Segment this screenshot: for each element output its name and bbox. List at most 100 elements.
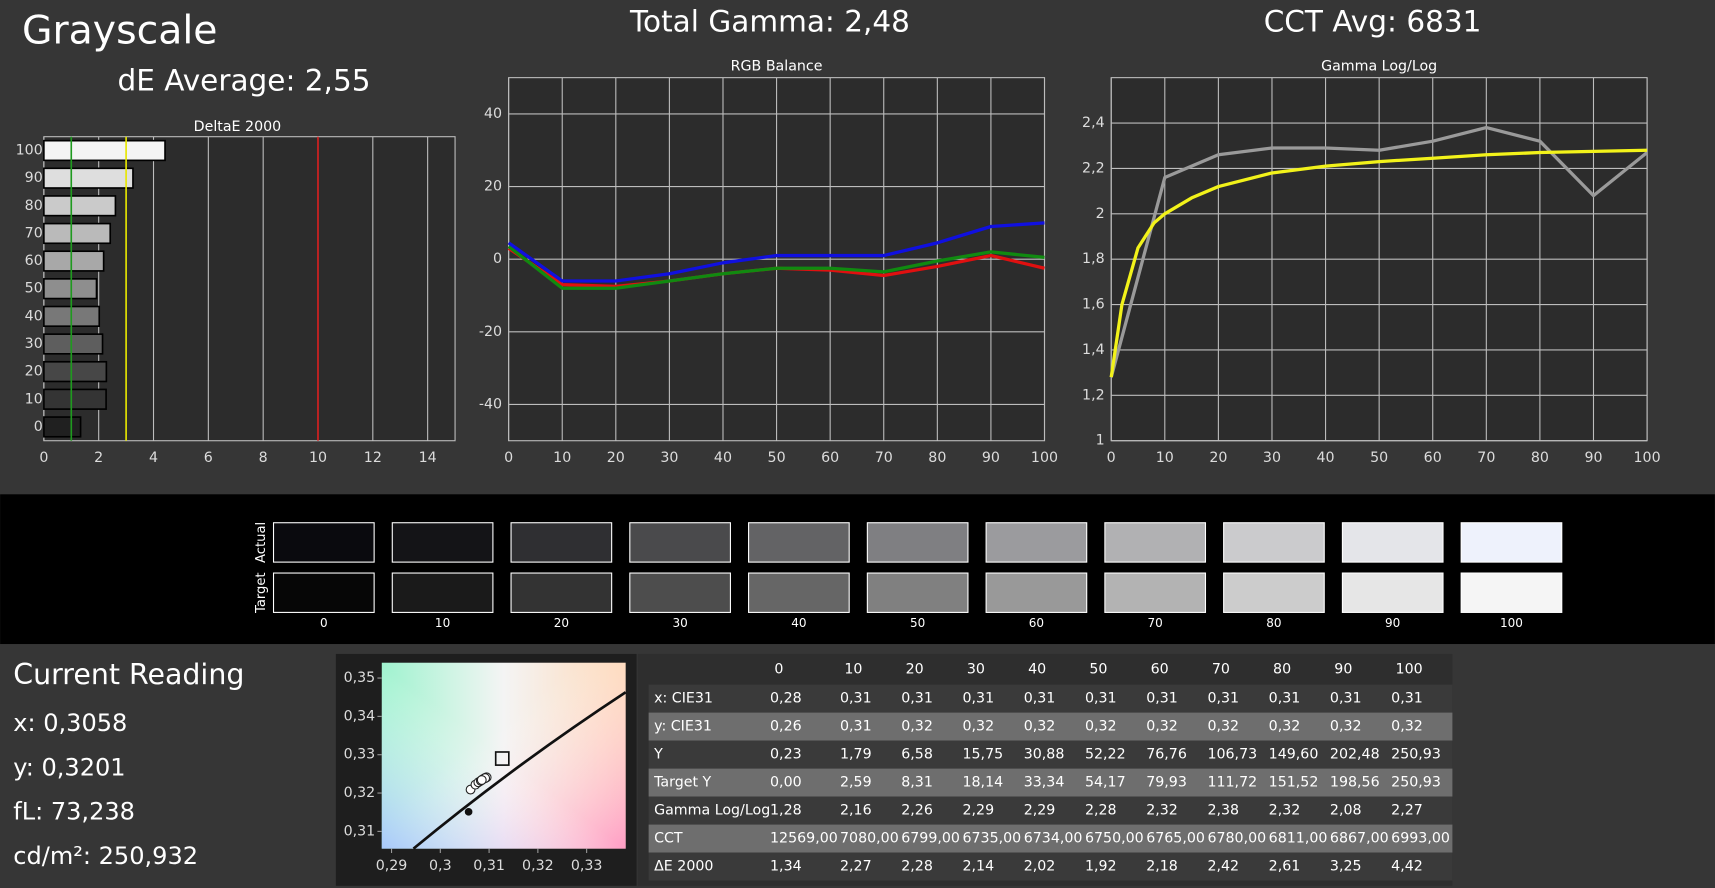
table-cell: 2,32 xyxy=(1146,803,1178,819)
table-cell: 2,42 xyxy=(1207,859,1239,875)
swatch-row-label: Actual xyxy=(254,522,269,563)
table-header: 60 xyxy=(1151,661,1169,677)
x-tick-label: 40 xyxy=(714,450,732,466)
page-title: Grayscale xyxy=(22,7,218,53)
table-cell: 0,32 xyxy=(1024,719,1056,735)
table-cell: 2,26 xyxy=(901,803,933,819)
x-tick-label: 90 xyxy=(1584,450,1602,466)
table-cell: 202,48 xyxy=(1330,747,1380,763)
table-cell: 2,16 xyxy=(840,803,872,819)
y-tick-label: 0,32 xyxy=(344,785,376,801)
table-cell: 0,31 xyxy=(901,691,933,707)
bar xyxy=(43,416,82,438)
table-cell: 1,92 xyxy=(1085,859,1117,875)
plot-area xyxy=(43,136,456,442)
table-cell: 0,31 xyxy=(1146,691,1178,707)
swatch-label: 50 xyxy=(910,616,925,630)
bar xyxy=(43,250,105,272)
bar xyxy=(43,167,134,189)
swatch xyxy=(748,572,850,613)
table-cell: 6734,00 xyxy=(1024,831,1083,847)
table-cell: 15,75 xyxy=(962,747,1003,763)
swatch-label: 70 xyxy=(1148,616,1163,630)
table-cell: 6750,00 xyxy=(1085,831,1144,847)
swatch xyxy=(985,572,1088,613)
x-tick-label: 4 xyxy=(149,450,158,466)
table-cell: 2,18 xyxy=(1146,859,1178,875)
x-tick-label: 70 xyxy=(1477,450,1495,466)
table-cell: 12569,00 xyxy=(770,831,838,847)
table-cell: 2,59 xyxy=(840,775,872,791)
table-cell: 106,73 xyxy=(1207,747,1257,763)
table-cell: 149,60 xyxy=(1269,747,1319,763)
table-header: 50 xyxy=(1089,661,1107,677)
table-cell: 30,88 xyxy=(1024,747,1065,763)
bar xyxy=(43,333,104,355)
y-tick-label: 100 xyxy=(16,143,43,159)
swatch xyxy=(510,522,613,563)
y-tick-label: 20 xyxy=(484,179,502,195)
x-tick-label: 0 xyxy=(504,450,513,466)
table-cell: 250,93 xyxy=(1391,775,1441,791)
y-tick-label: 30 xyxy=(25,336,43,352)
table-header: 0 xyxy=(774,661,783,677)
swatch xyxy=(1341,522,1444,563)
bar xyxy=(43,278,98,300)
table-cell: 79,93 xyxy=(1146,775,1187,791)
table-cell: 6780,00 xyxy=(1207,831,1266,847)
swatch xyxy=(866,572,969,613)
swatch xyxy=(866,522,969,563)
table-cell: 151,52 xyxy=(1269,775,1319,791)
cct-average: CCT Avg: 6831 xyxy=(1264,4,1482,38)
swatch-label: 10 xyxy=(435,616,450,630)
table-cell: 2,27 xyxy=(840,859,872,875)
table-cell: 0,26 xyxy=(770,719,802,735)
row-label: Target Y xyxy=(653,775,711,791)
table-cell: 0,00 xyxy=(770,775,802,791)
cie-background xyxy=(381,662,626,849)
table-cell: 2,02 xyxy=(1024,859,1056,875)
swatch xyxy=(1341,572,1444,613)
table-cell: 18,14 xyxy=(962,775,1003,791)
table-header: 80 xyxy=(1273,661,1291,677)
row-label: Gamma Log/Log xyxy=(654,803,770,819)
x-tick-label: 100 xyxy=(1031,450,1058,466)
y-tick-label: 80 xyxy=(25,198,43,214)
table-cell: 4,42 xyxy=(1391,859,1423,875)
table-cell: 8,31 xyxy=(901,775,933,791)
x-tick-label: 50 xyxy=(768,450,786,466)
table-cell: 0,31 xyxy=(840,719,872,735)
x-tick-label: 30 xyxy=(660,450,678,466)
x-tick-label: 80 xyxy=(928,450,946,466)
y-tick-label: 1,2 xyxy=(1082,387,1105,403)
table-cell: 250,93 xyxy=(1391,747,1441,763)
swatch-label: 40 xyxy=(791,616,806,630)
table-cell: 6735,00 xyxy=(962,831,1021,847)
swatch xyxy=(629,572,731,613)
table-header: 10 xyxy=(844,661,862,677)
de-average: dE Average: 2,55 xyxy=(117,64,370,98)
table-cell: 2,14 xyxy=(962,859,994,875)
table-cell: 3,25 xyxy=(1330,859,1362,875)
swatch-label: 30 xyxy=(672,616,687,630)
table-cell: 0,31 xyxy=(1330,691,1362,707)
swatch xyxy=(1223,522,1325,563)
table-header: 90 xyxy=(1334,661,1352,677)
table-cell: 2,61 xyxy=(1269,859,1301,875)
chart-title: RGB Balance xyxy=(731,59,823,75)
x-tick-label: 0,31 xyxy=(473,858,505,874)
table-cell: 0,31 xyxy=(840,691,872,707)
y-tick-label: 1 xyxy=(1096,433,1105,449)
x-tick-label: 2 xyxy=(94,450,103,466)
table-cell: 6993,00 xyxy=(1391,831,1450,847)
x-tick-label: 0,29 xyxy=(376,858,408,874)
table-row xyxy=(648,712,1453,741)
y-tick-label: 90 xyxy=(25,170,43,186)
table-row xyxy=(648,852,1453,881)
x-tick-label: 60 xyxy=(1424,450,1442,466)
swatch xyxy=(391,522,494,563)
x-tick-label: 10 xyxy=(553,450,571,466)
bar xyxy=(43,360,108,383)
swatch xyxy=(748,522,850,563)
x-tick-label: 0,33 xyxy=(571,858,603,874)
